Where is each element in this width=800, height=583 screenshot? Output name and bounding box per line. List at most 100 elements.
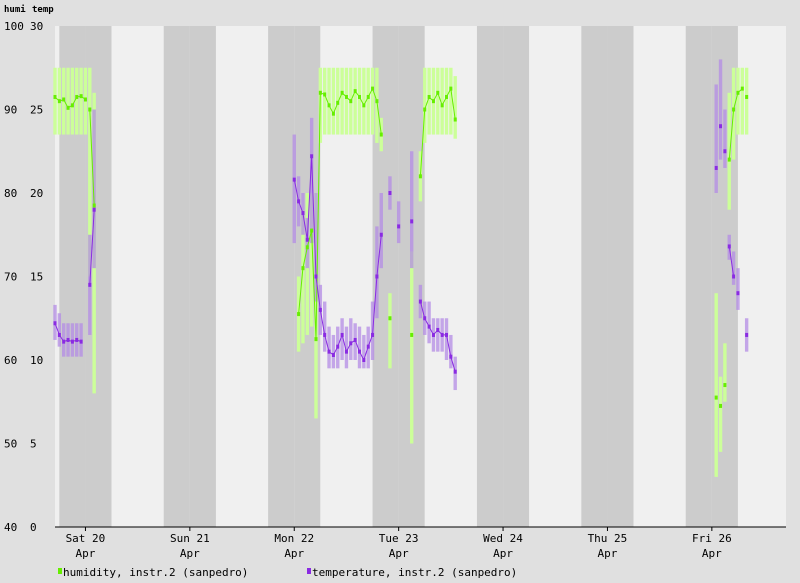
legend-label: humidity, instr.2 (sanpedro): [63, 566, 248, 579]
range-bar: [66, 67, 70, 135]
data-point: [336, 100, 340, 105]
right-axis-title: temp: [32, 5, 54, 15]
data-point: [436, 327, 440, 332]
data-point: [445, 332, 448, 337]
data-point: [732, 274, 736, 279]
range-bar: [305, 218, 309, 269]
data-point: [436, 90, 440, 95]
data-point: [314, 274, 318, 279]
data-point: [353, 89, 357, 94]
range-bar: [366, 67, 370, 135]
x-tick-label: Tue 23: [379, 532, 419, 545]
data-point: [418, 299, 422, 304]
data-point: [331, 111, 335, 116]
data-point: [371, 332, 375, 337]
x-tick-month: Apr: [598, 547, 618, 560]
data-point: [736, 291, 740, 296]
plot-bands: [55, 26, 786, 527]
data-point: [418, 174, 422, 179]
range-bar: [362, 67, 366, 135]
x-tick-month: Apr: [284, 547, 304, 560]
range-bar: [427, 301, 431, 344]
day-band: [55, 26, 60, 527]
data-points: [53, 86, 749, 408]
range-bar: [410, 251, 414, 444]
range-bar: [53, 67, 57, 135]
data-point: [62, 97, 66, 102]
data-point: [318, 90, 322, 95]
x-tick-label: Wed 24: [483, 532, 523, 545]
data-point: [410, 332, 414, 337]
data-point: [379, 132, 383, 137]
data-point: [92, 207, 96, 212]
day-band: [111, 26, 164, 527]
data-point: [410, 219, 414, 224]
range-bar: [714, 84, 718, 193]
range-bar: [731, 251, 736, 285]
data-point: [70, 339, 74, 344]
data-point: [440, 332, 444, 337]
x-tick-month: Apr: [389, 547, 409, 560]
range-bar: [714, 293, 718, 477]
left-tick-label: 80: [4, 187, 17, 200]
data-point: [727, 244, 731, 249]
data-point: [349, 341, 353, 346]
range-bar: [375, 67, 379, 143]
left-tick-label: 60: [4, 354, 17, 367]
right-tick-label: 10: [30, 354, 43, 367]
range-bar: [740, 67, 744, 135]
data-point: [449, 354, 453, 359]
x-tick-month: Apr: [76, 547, 96, 560]
data-point: [301, 211, 305, 216]
range-bar: [427, 67, 431, 135]
range-bar: [353, 67, 357, 135]
data-point: [714, 395, 718, 400]
data-point: [344, 349, 348, 354]
data-point: [358, 349, 361, 354]
data-point: [388, 316, 392, 321]
data-point: [388, 191, 392, 195]
range-bar: [327, 67, 331, 135]
range-bar: [323, 67, 327, 135]
range-bar: [736, 67, 740, 135]
range-bar: [92, 109, 96, 269]
data-point: [440, 103, 444, 108]
data-point: [453, 369, 457, 374]
range-bar: [379, 193, 383, 269]
range-bar: [323, 301, 327, 352]
series-line-1: [728, 246, 735, 277]
range-bar: [396, 201, 401, 244]
data-point: [340, 332, 344, 337]
data-point: [366, 94, 370, 99]
range-bar: [436, 67, 440, 135]
data-point: [723, 149, 727, 154]
data-point: [62, 339, 66, 344]
range-bar: [70, 67, 75, 135]
legend: humidity, instr.2 (sanpedro) temperature,…: [58, 566, 517, 579]
data-point: [297, 199, 301, 204]
night-band: [607, 26, 634, 527]
range-bar: [423, 67, 427, 143]
x-tick-month: Apr: [180, 547, 200, 560]
data-point: [305, 237, 309, 242]
range-bar: [331, 334, 336, 369]
range-bar: [449, 67, 453, 135]
right-tick-label: 0: [30, 521, 37, 534]
data-point: [305, 245, 309, 250]
x-tick-label: Fri 26: [692, 532, 732, 545]
data-point: [379, 232, 383, 237]
data-point: [297, 312, 301, 317]
data-point: [740, 86, 744, 91]
range-bar: [723, 109, 727, 168]
series-line-0: [89, 109, 95, 206]
range-bar: [301, 209, 305, 344]
range-bar: [410, 151, 414, 269]
range-bar: [314, 193, 318, 302]
right-tick-label: 25: [30, 104, 43, 117]
x-tick-label: Sat 20: [66, 532, 106, 545]
data-point: [331, 352, 335, 357]
series-line-0: [728, 88, 743, 160]
data-point: [358, 94, 361, 99]
range-bar: [309, 117, 314, 244]
night-band: [581, 26, 608, 527]
